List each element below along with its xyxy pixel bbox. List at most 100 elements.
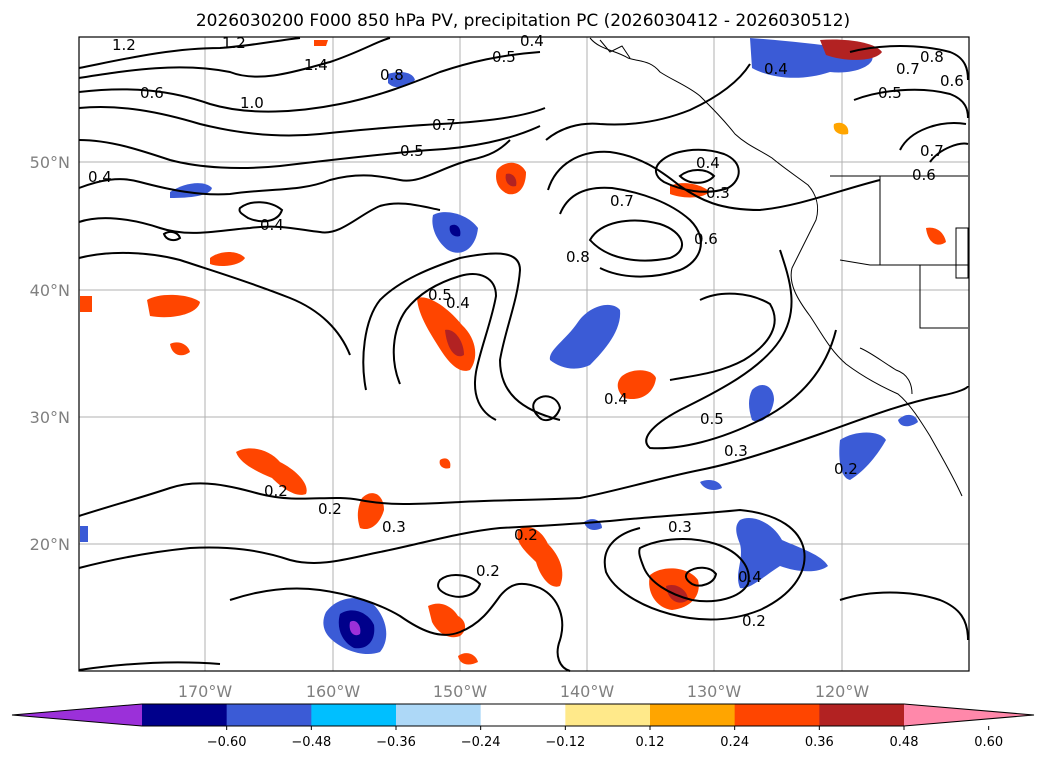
contour-label: 0.2 [742, 612, 766, 630]
pv-contour [78, 37, 301, 69]
precip-positive-area [617, 370, 656, 400]
colorbar-tick-label: 0.12 [636, 735, 665, 750]
lon-tick-label: 150°W [433, 682, 488, 701]
pv-contour [78, 51, 541, 113]
colorbar-tick-label: −0.12 [545, 735, 585, 750]
colorbar-extend-min [12, 704, 142, 726]
border-path [919, 265, 968, 329]
contour-label: 0.6 [140, 84, 164, 102]
border-path [859, 347, 913, 395]
pv-contour [362, 252, 561, 421]
border-path [955, 227, 969, 279]
precip-positive-area [236, 448, 307, 495]
precip-negative-area [736, 518, 828, 589]
contour-label: 1.2 [112, 36, 136, 54]
pv-contour [638, 538, 750, 603]
contour-label: 0.5 [492, 48, 516, 66]
pv-contour [78, 661, 221, 671]
precip-positive-area [517, 526, 563, 587]
precip-positive-area [80, 296, 92, 312]
pv-contour [645, 249, 837, 450]
precip-positive-area [458, 653, 478, 665]
contour-label: 0.4 [446, 294, 470, 312]
colorbar-segment [142, 704, 228, 726]
pv-contour [545, 63, 751, 141]
contour-label: 0.8 [920, 48, 944, 66]
pv-contour [78, 125, 541, 169]
colorbar-outline [11, 703, 1035, 727]
lon-tick-label: 140°W [560, 682, 615, 701]
pv-contour [559, 186, 702, 278]
colorbar-tick-label: 0.24 [720, 735, 749, 750]
contour-label: 0.6 [694, 230, 718, 248]
lon-tick-label: 120°W [815, 682, 870, 701]
lon-tick-label: 170°W [178, 682, 233, 701]
colorbar-tick-label: −0.24 [461, 735, 501, 750]
contour-label: 0.6 [912, 166, 936, 184]
pv-contour [78, 202, 441, 234]
pv-contour [853, 88, 969, 119]
colorbar-tick-label: 0.36 [805, 735, 834, 750]
contour-label: 0.2 [318, 500, 342, 518]
pv-contour [437, 574, 482, 598]
colorbar-segment [819, 704, 905, 726]
latitude-tick-labels: 50°N 40°N 30°N 20°N [30, 153, 70, 554]
colorbar-segment [565, 704, 651, 726]
contour-label: 0.2 [264, 482, 288, 500]
contour-label: 0.4 [696, 154, 720, 172]
lat-tick-label: 30°N [30, 408, 70, 427]
contour-label: 0.2 [476, 562, 500, 580]
pv-contour [849, 45, 969, 81]
precip-positive-area [210, 252, 245, 266]
contour-label: 0.5 [878, 84, 902, 102]
precip-negative-area [549, 304, 621, 369]
colorbar-segment [396, 704, 482, 726]
precip-positive-area [926, 227, 946, 245]
pv-contour [588, 219, 683, 262]
precip-positive-area [147, 294, 200, 318]
precip-positive-area [314, 40, 328, 46]
pv-contour [162, 230, 182, 242]
pv-contour [532, 395, 562, 422]
pv-contour [839, 591, 969, 641]
precip-negative-area [80, 526, 88, 542]
lon-tick-label: 130°W [687, 682, 742, 701]
precip-negative-area [449, 224, 461, 237]
pv-contour [669, 292, 776, 381]
map-frame [78, 36, 970, 672]
pv-contour [392, 273, 498, 421]
pv-contour [78, 508, 806, 621]
pv-contour [229, 582, 571, 672]
precip-negative-area [749, 385, 774, 422]
contour-label: 0.6 [940, 72, 964, 90]
pv-contours [78, 37, 969, 672]
coastline-path [589, 37, 963, 497]
contour-label: 0.4 [604, 390, 628, 408]
contour-label: 0.2 [834, 460, 858, 478]
contour-label: 0.7 [896, 60, 920, 78]
contour-label: 0.4 [260, 216, 284, 234]
contour-label: 1.0 [240, 94, 264, 112]
contour-label: 0.2 [514, 526, 538, 544]
colorbar-tick-label: −0.60 [207, 735, 247, 750]
coastline-path [599, 39, 631, 59]
pv-contour [238, 201, 284, 223]
pv-contour [684, 566, 718, 587]
contour-label: 0.8 [566, 248, 590, 266]
lat-tick-label: 20°N [30, 535, 70, 554]
contour-label: 0.7 [610, 192, 634, 210]
coastline [589, 37, 969, 497]
precip-positive-area [505, 173, 517, 187]
map-panel: 1.2 1.2 1.4 0.4 0.5 0.8 0.6 1.0 0.7 0.5 … [78, 32, 970, 672]
pv-contour [78, 385, 969, 517]
colorbar-tick-label: 0.60 [974, 735, 1003, 750]
contour-label: 0.3 [382, 518, 406, 536]
precip-negative-area [898, 414, 918, 427]
lon-tick-label: 160°W [306, 682, 361, 701]
pv-contour [78, 139, 511, 196]
contour-label: 0.5 [400, 142, 424, 160]
precip-negative-area [349, 620, 361, 636]
contour-label: 0.4 [88, 168, 112, 186]
colorbar-segment [480, 704, 566, 726]
